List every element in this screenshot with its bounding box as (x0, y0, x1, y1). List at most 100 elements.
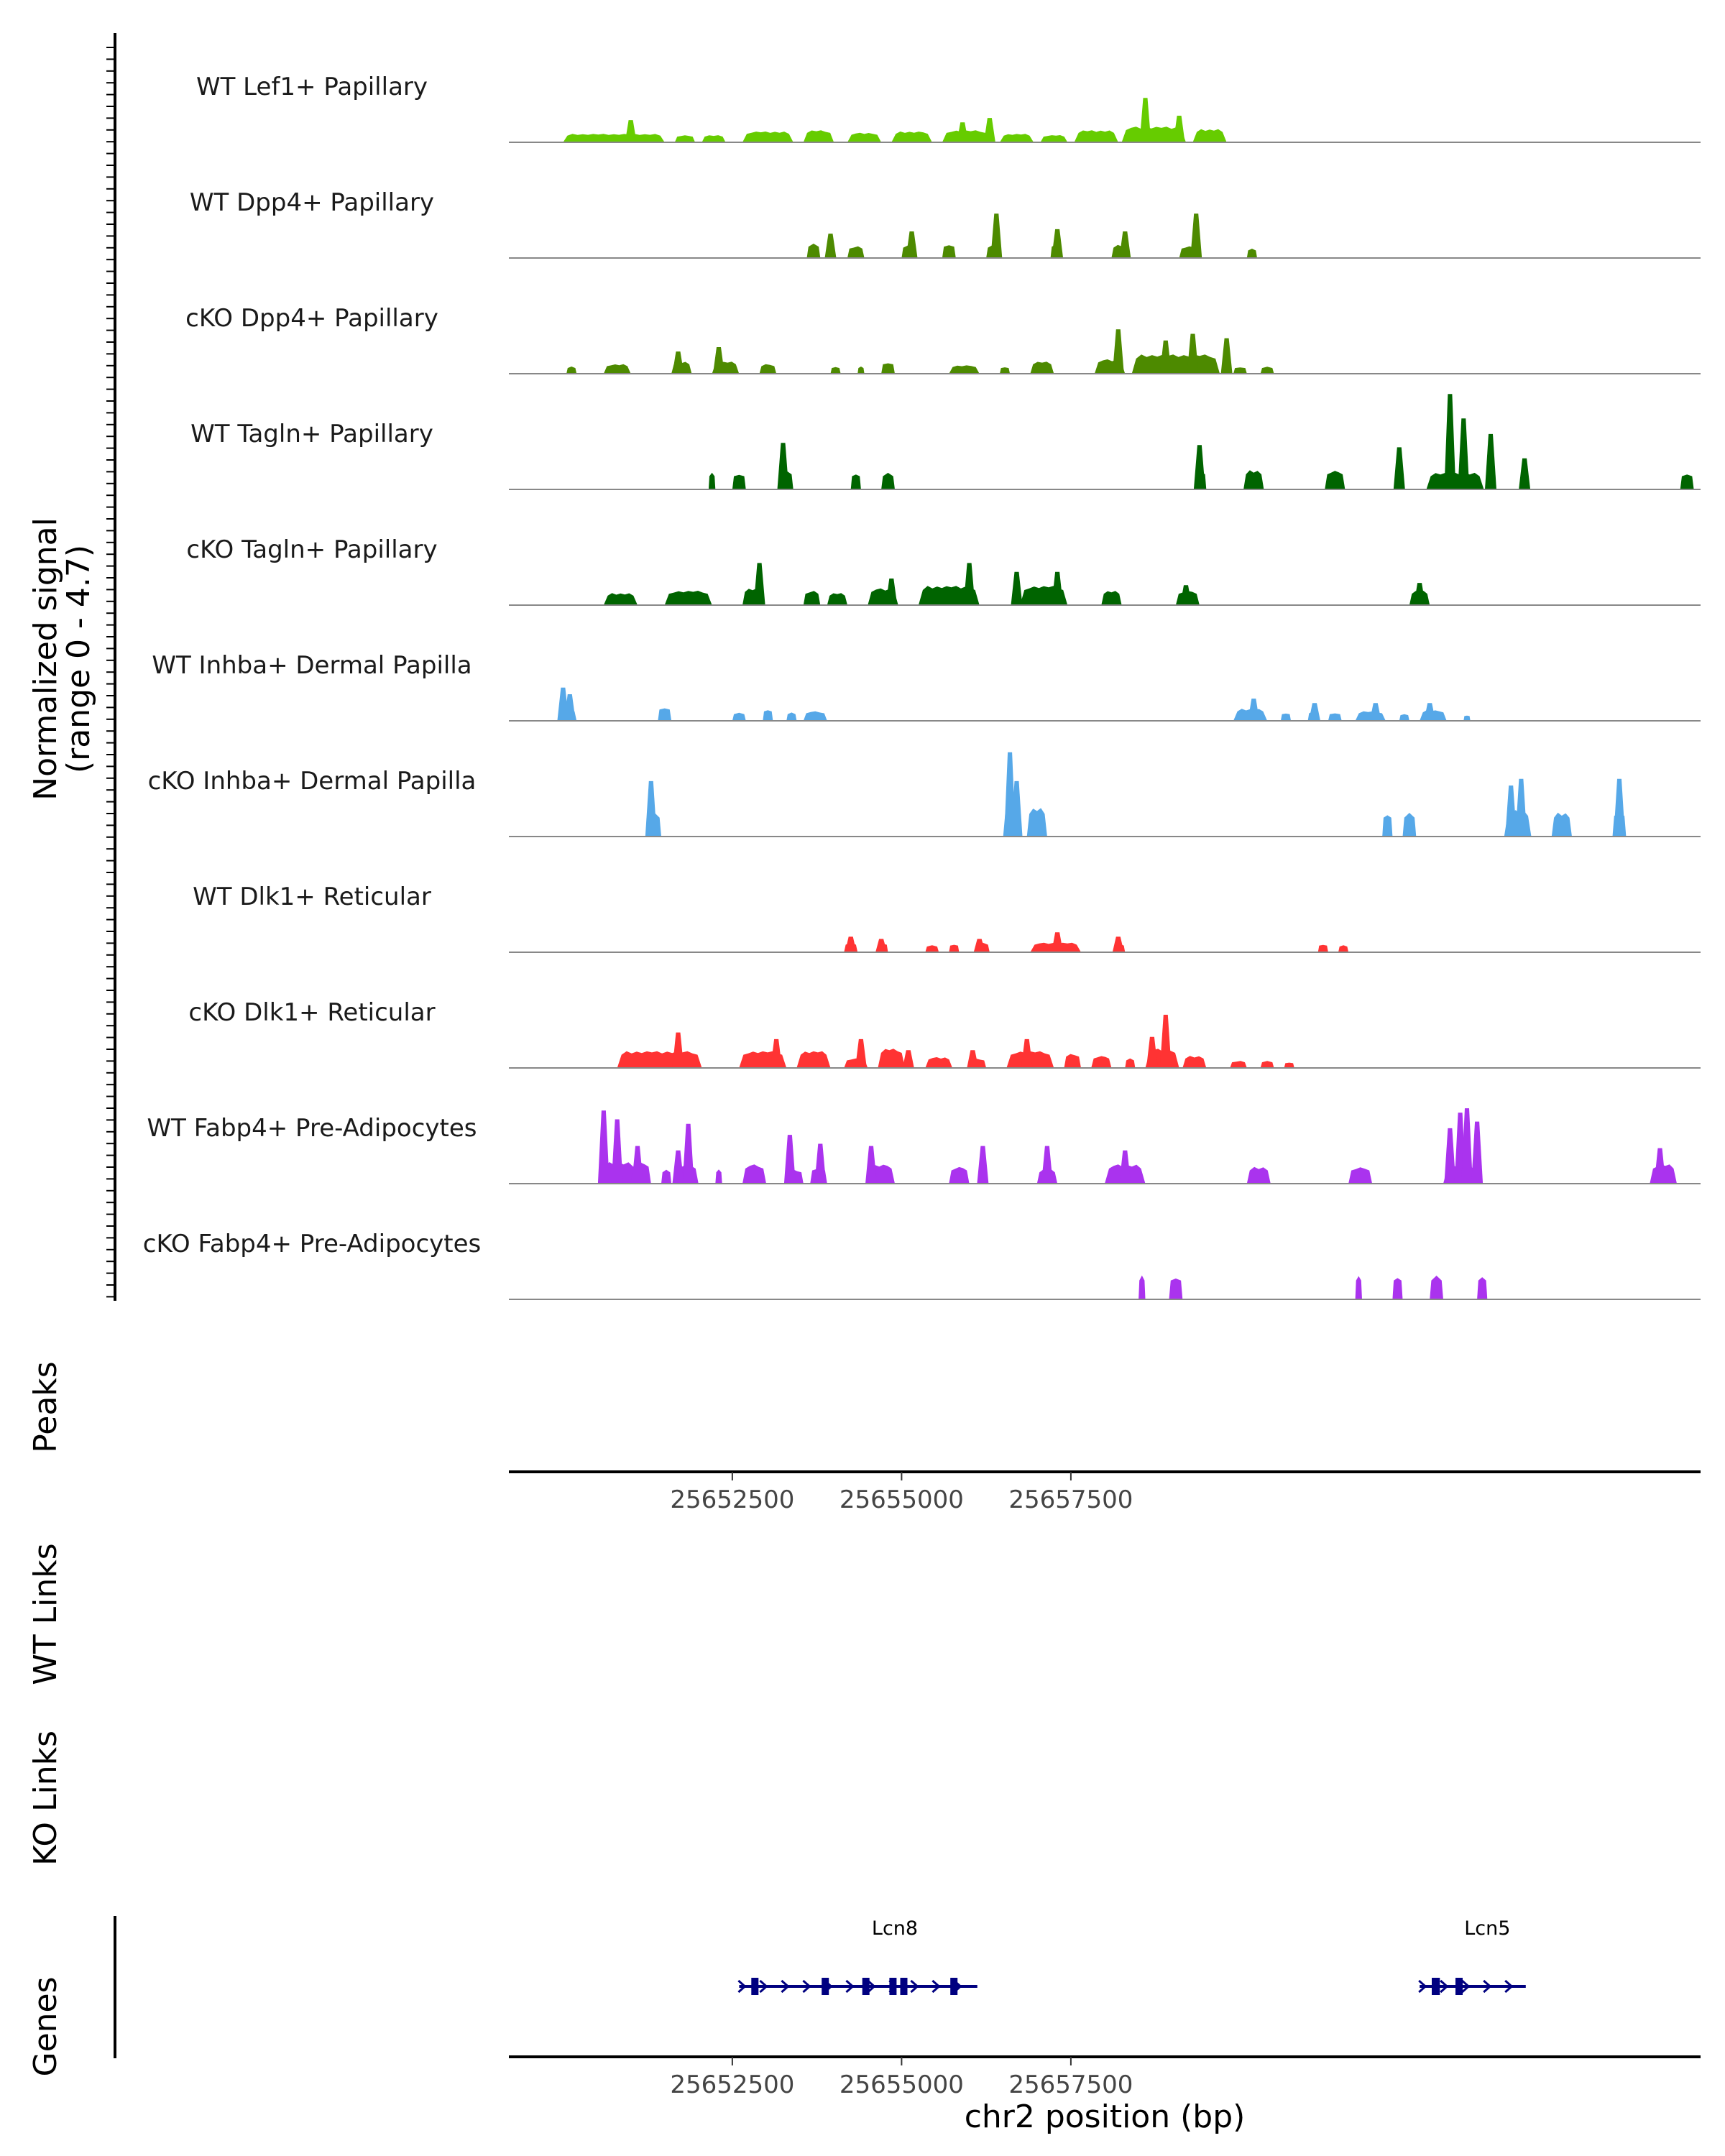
track-6: cKO Inhba+ Dermal Papilla (148, 752, 1701, 837)
track-7-peak-0 (845, 936, 857, 952)
track-9-peak-2 (632, 1146, 643, 1184)
track-5-peak-4 (1369, 703, 1381, 721)
track-label-4: cKO Tagln+ Papillary (186, 535, 437, 564)
track-8-peak-4 (967, 1050, 979, 1068)
track-1-peak-3 (1052, 229, 1064, 258)
track-9-peak-11 (1444, 1128, 1456, 1184)
peaks-x-axis-ticks: 25652500 25655000 25657500 (670, 1472, 1133, 1514)
track-10-segment-4 (1430, 1276, 1443, 1299)
track-2-peak-5 (1220, 338, 1233, 374)
track-2-segment-5 (830, 367, 841, 374)
gene-Lcn8-exon-3 (889, 1978, 897, 1995)
coverage-tracks: WT Lef1+ Papillary WT Dpp4+ Papillary cKO … (143, 73, 1701, 1300)
gene-label-Lcn8: Lcn8 (872, 1917, 918, 1940)
track-label-7: WT Dlk1+ Reticular (193, 883, 431, 911)
track-7-peak-4 (1112, 936, 1124, 952)
track-1-peak-1 (906, 231, 918, 258)
track-3-segment-9 (1680, 474, 1694, 489)
gene-Lcn8-strand-arrow-0 (737, 1979, 747, 1994)
track-2-peak-0 (672, 351, 684, 374)
track-4-segment-1 (664, 591, 712, 605)
peaks-panel-title: Peaks (27, 1361, 64, 1452)
track-7-peak-1 (875, 939, 888, 952)
track-2-peak-2 (1112, 329, 1124, 374)
track-10-segment-5 (1477, 1277, 1488, 1299)
gene-Lcn5-strand-arrow-4 (1504, 1979, 1514, 1994)
track-3-peak-1 (1193, 445, 1205, 489)
track-10-segment-3 (1392, 1278, 1403, 1299)
track-8-segment-15 (1284, 1062, 1294, 1068)
track-6-segment-4 (1402, 813, 1417, 837)
track-6-peak-2 (1011, 780, 1023, 837)
track-3-segment-1 (732, 474, 746, 489)
track-8-segment-2 (796, 1051, 831, 1068)
gene-Lcn5-strand-arrow-2 (1461, 1979, 1471, 1994)
gene-Lcn5-exon-1 (1455, 1978, 1463, 1995)
gene-Lcn8-exon-1 (822, 1978, 829, 1995)
track-0-peak-4 (1173, 116, 1185, 142)
track-8-peak-2 (855, 1038, 867, 1068)
gene-Lcn5-strand-arrow-1 (1440, 1979, 1449, 1994)
track-0-segment-10 (1074, 130, 1118, 142)
track-5-segment-3 (763, 710, 773, 721)
track-3-segment-0 (708, 472, 716, 489)
track-1: WT Dpp4+ Papillary (190, 188, 1701, 259)
track-2-peak-4 (1187, 333, 1199, 374)
track-label-2: cKO Dpp4+ Papillary (185, 304, 438, 333)
track-5-segment-5 (803, 711, 827, 721)
track-0-segment-5 (847, 132, 882, 142)
track-2-peak-3 (1159, 340, 1172, 374)
ko-links-panel-title: KO Links (27, 1731, 64, 1866)
track-0: WT Lef1+ Papillary (196, 73, 1701, 143)
track-7-segment-7 (1317, 944, 1328, 952)
track-2-segment-9 (1000, 367, 1011, 374)
track-7-segment-8 (1338, 945, 1349, 952)
track-6-peak-0 (645, 780, 657, 837)
track-3-peak-3 (1444, 394, 1456, 489)
track-0-segment-3 (742, 132, 794, 142)
track-4-segment-4 (827, 593, 847, 605)
track-3-peak-5 (1485, 433, 1496, 489)
track-6-segment-2 (1026, 808, 1047, 837)
gene-Lcn5-exon-0 (1432, 1978, 1440, 1995)
track-8-segment-12 (1182, 1056, 1207, 1068)
track-2-segment-13 (1233, 367, 1247, 374)
track-8-segment-14 (1260, 1061, 1274, 1068)
track-0-segment-1 (674, 135, 696, 142)
track-4-peak-2 (963, 563, 975, 605)
gene-Lcn8-strand-arrow-2 (781, 1979, 790, 1994)
track-8-peak-6 (1159, 1015, 1172, 1068)
track-2-segment-0 (566, 367, 577, 374)
track-4-segment-8 (1101, 591, 1122, 605)
track-9-peak-7 (865, 1146, 877, 1184)
track-0-segment-12 (1192, 129, 1227, 142)
track-0-peak-0 (625, 120, 637, 142)
wt-links-panel-title: WT Links (27, 1543, 64, 1685)
track-7: WT Dlk1+ Reticular (193, 883, 1701, 953)
track-1-peak-0 (824, 234, 837, 258)
track-8-peak-7 (1146, 1036, 1158, 1068)
track-6-segment-6 (1551, 812, 1572, 837)
gene-Lcn8-strand-arrow-8 (910, 1979, 919, 1994)
track-0-segment-9 (1040, 135, 1068, 142)
track-1-segment-8 (1246, 249, 1257, 258)
track-4-peak-1 (886, 579, 898, 605)
track-1-peak-5 (1190, 213, 1202, 258)
track-label-9: WT Fabp4+ Pre-Adipocytes (147, 1114, 477, 1143)
genes-panel-title: Genes (27, 1976, 64, 2076)
track-8-segment-5 (925, 1057, 952, 1068)
track-8-segment-0 (617, 1051, 702, 1068)
track-9-peak-1 (611, 1119, 623, 1184)
track-8-segment-10 (1125, 1058, 1136, 1068)
track-5-segment-9 (1328, 713, 1342, 721)
signal-y-axis-ticks (106, 47, 115, 1298)
track-6-peak-4 (1515, 778, 1527, 837)
gene-annotations: Lcn8 Lcn5 (737, 1917, 1526, 1995)
y-axis-title: Normalized signal (27, 517, 64, 801)
track-8-peak-0 (672, 1032, 684, 1068)
track-2-segment-6 (857, 367, 865, 374)
track-8-peak-5 (1021, 1038, 1033, 1068)
track-3-peak-4 (1458, 418, 1470, 489)
track-5-peak-2 (1248, 699, 1260, 721)
